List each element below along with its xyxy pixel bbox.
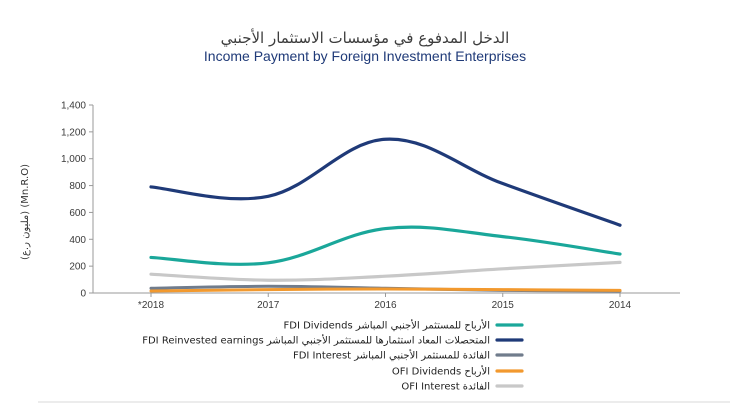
- legend-label-2: FDI Interest الفائدة للمستثمر الأجنبي ال…: [293, 349, 490, 362]
- legend: FDI Dividends الأرباح للمستثمر الأجنبي ا…: [142, 319, 524, 393]
- series-line-3: [149, 287, 622, 293]
- series-layer: [149, 137, 622, 293]
- series-line-4: [149, 260, 622, 282]
- x-tick-label: 2016: [374, 300, 397, 311]
- axes: 0 200 400 600 800 1,000 1,200 1,400 *2018 2017 201…: [61, 101, 680, 311]
- y-tick-label: 1,400: [61, 101, 86, 112]
- legend-label-3: OFI Dividends الأرباح: [392, 365, 490, 378]
- y-tick-label: 200: [69, 262, 86, 273]
- y-tick-label: 800: [69, 181, 86, 192]
- x-tick-label: 2015: [492, 300, 515, 311]
- y-tick-label: 1,200: [61, 127, 86, 138]
- x-tick-label: 2014: [609, 300, 632, 311]
- x-tick-label: 2017: [257, 300, 280, 311]
- series-line-1: [149, 137, 622, 227]
- y-tick-label: 1,000: [61, 154, 86, 165]
- x-tick-label: *2018: [138, 300, 165, 311]
- legend-label-4: OFI Interest الفائدة: [401, 382, 490, 393]
- legend-label-0: FDI Dividends الأرباح للمستثمر الأجنبي ا…: [284, 319, 490, 332]
- series-line-0: [149, 225, 622, 266]
- y-tick-label: 600: [69, 208, 86, 219]
- y-tick-label: 400: [69, 235, 86, 246]
- chart-title-arabic: الدخل المدفوع في مؤسسات الاستثمار الأجنب…: [221, 28, 510, 48]
- legend-label-1: FDI Reinvested earnings المتحصلات المعاد…: [142, 334, 490, 347]
- y-tick-label: 0: [80, 289, 86, 300]
- chart-title-english: Income Payment by Foreign Investment Ent…: [204, 48, 526, 64]
- y-axis-label: (مليون ر.ع) (Mn.R.O): [20, 164, 31, 260]
